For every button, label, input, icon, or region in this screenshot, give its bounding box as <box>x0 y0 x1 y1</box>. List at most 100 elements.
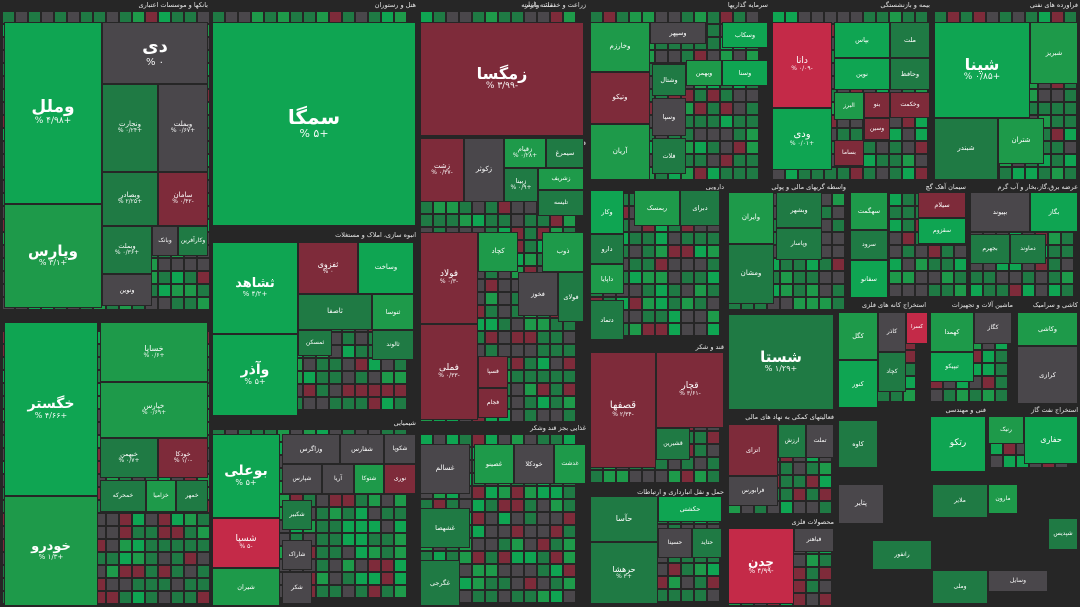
stock-tile[interactable]: قچار -۳/۶۱ % <box>656 352 724 428</box>
stock-tile[interactable]: بگاز <box>1030 192 1078 232</box>
stock-tile[interactable]: زقیام +۰/۲۸ % <box>504 138 546 168</box>
stock-tile[interactable]: سهگمت <box>850 192 888 230</box>
stock-tile[interactable]: وزاگرس <box>282 434 340 464</box>
stock-tile[interactable]: حفاری <box>1024 416 1078 464</box>
stock-tile[interactable]: شفارس <box>340 434 384 464</box>
stock-tile[interactable]: فملی -۰/۳۳ % <box>420 324 478 420</box>
stock-tile[interactable]: دارو <box>590 234 624 264</box>
stock-tile[interactable]: سقزوم <box>918 218 966 244</box>
stock-tile[interactable]: آریان <box>590 124 650 180</box>
stock-tile[interactable]: وسکاب <box>722 22 768 48</box>
stock-tile[interactable]: پتایر <box>838 484 884 524</box>
stock-tile[interactable]: شبریز <box>1030 22 1078 84</box>
stock-tile[interactable]: زشت -۰/۳۷ % <box>420 138 464 202</box>
stock-tile[interactable]: خودکلا <box>514 444 554 484</box>
stock-tile[interactable]: خمهر <box>176 480 208 512</box>
stock-tile[interactable]: وملل +۴/۹۸ % <box>4 22 102 204</box>
stock-tile[interactable]: بنو <box>864 92 890 118</box>
stock-tile[interactable]: سفانو <box>850 260 888 298</box>
stock-tile[interactable]: حرهشا +۳ % <box>590 542 658 604</box>
stock-tile[interactable]: شیران <box>212 568 280 606</box>
stock-tile[interactable]: وخکمت <box>890 92 930 118</box>
stock-tile[interactable]: قشیرین <box>656 428 690 460</box>
stock-tile[interactable]: تملت <box>806 424 834 458</box>
stock-tile[interactable]: سرود <box>850 230 888 260</box>
stock-tile[interactable]: وشتال <box>652 64 686 96</box>
stock-tile[interactable]: شتران <box>998 118 1044 164</box>
stock-tile[interactable]: فباهنر <box>794 528 834 552</box>
stock-tile[interactable]: سیمرغ <box>546 138 584 168</box>
stock-tile[interactable]: خبهمن +۰/۷ % <box>100 438 158 478</box>
stock-tile[interactable]: بساما <box>834 140 864 166</box>
stock-tile[interactable]: کچاد <box>478 232 518 272</box>
stock-tile[interactable]: شکوپا <box>384 434 416 464</box>
stock-tile[interactable]: سیلام <box>918 192 966 218</box>
stock-tile[interactable]: دماوند <box>1010 234 1046 264</box>
stock-tile[interactable]: تیپیکو <box>930 352 974 382</box>
stock-tile[interactable]: وسنا <box>722 60 768 86</box>
stock-tile[interactable]: غصینو <box>474 444 514 484</box>
stock-tile[interactable]: وسایل <box>988 570 1048 592</box>
stock-tile[interactable]: فسپا <box>478 356 508 388</box>
stock-tile[interactable]: شبندر <box>934 118 998 180</box>
stock-tile[interactable]: وآذر +۵ % <box>212 334 298 416</box>
stock-tile[interactable]: قصفها -۲/۳۴ % <box>590 352 656 468</box>
stock-tile[interactable]: بپاس <box>834 22 890 58</box>
stock-tile[interactable]: خودکا -۱/۰ % <box>158 438 208 478</box>
stock-tile[interactable]: وپاسار <box>776 228 822 260</box>
stock-tile[interactable]: کگل <box>838 312 878 360</box>
stock-tile[interactable]: غشهصا <box>420 508 470 548</box>
stock-tile[interactable]: غگرجی <box>420 560 460 606</box>
stock-tile[interactable]: وخارزم <box>590 22 650 72</box>
stock-tile[interactable]: وسین <box>864 118 890 140</box>
stock-tile[interactable]: وساخت <box>358 242 414 294</box>
stock-tile[interactable]: ملایر <box>932 484 988 518</box>
stock-tile[interactable]: وکار <box>590 190 624 234</box>
stock-tile[interactable]: ثمسکن <box>298 330 332 356</box>
stock-tile[interactable]: شکر <box>282 572 312 604</box>
stock-tile[interactable]: وسپا <box>652 98 686 136</box>
stock-tile[interactable]: ثفزوی ۰ % <box>298 242 358 294</box>
stock-tile[interactable]: بجهرم <box>970 234 1010 264</box>
stock-tile[interactable]: کاوه <box>838 420 878 468</box>
stock-tile[interactable]: وبصادر +۲/۲۵ % <box>102 172 158 226</box>
stock-tile[interactable]: چدن -۴/۹۹ % <box>728 528 794 604</box>
stock-tile[interactable]: کهمدا <box>930 312 974 352</box>
stock-tile[interactable]: البرز <box>834 92 864 120</box>
stock-tile[interactable]: سمگا +۵ % <box>212 22 416 226</box>
stock-tile[interactable]: ارزش <box>778 424 806 458</box>
stock-tile[interactable]: حسینا <box>658 528 692 558</box>
stock-tile[interactable]: وبشهر <box>776 192 822 228</box>
stock-tile[interactable]: وسپهر <box>650 22 706 44</box>
stock-tile[interactable]: کنور <box>838 360 878 408</box>
stock-tile[interactable]: دبرای <box>680 190 720 226</box>
stock-tile[interactable]: فولای <box>558 272 584 322</box>
stock-tile[interactable]: نوری <box>384 464 416 494</box>
stock-tile[interactable]: خپارس +۰/۶۹ % <box>100 382 208 438</box>
stock-tile[interactable]: شستا +۱/۲۹ % <box>728 314 834 410</box>
stock-tile[interactable]: فخوز <box>518 272 558 316</box>
stock-tile[interactable]: تلیسه <box>538 190 584 216</box>
stock-tile[interactable]: خساپا +۰/۶ % <box>100 322 208 382</box>
stock-tile[interactable]: وکارآفرین <box>178 226 208 256</box>
stock-tile[interactable]: بوعلی +۵ % <box>212 434 280 518</box>
stock-tile[interactable]: ونجارت +۰/۲۴ % <box>102 84 158 172</box>
stock-tile[interactable]: زبینا +۰/۹ % <box>504 168 538 202</box>
stock-tile[interactable]: شپارس <box>282 464 322 494</box>
stock-tile[interactable]: دی ۰ % <box>102 22 208 84</box>
stock-tile[interactable]: زکوثر <box>464 138 504 202</box>
stock-tile[interactable]: بپیوند <box>970 192 1030 232</box>
stock-tile[interactable]: نوین <box>834 58 890 90</box>
stock-tile[interactable]: دتماد <box>590 300 624 340</box>
stock-tile[interactable]: شپنا +۰/۸۵ % <box>934 22 1030 118</box>
stock-tile[interactable]: ثالوند <box>372 330 414 360</box>
stock-tile[interactable]: ذوب <box>542 232 584 272</box>
stock-tile[interactable]: رانفور <box>872 540 932 570</box>
stock-tile[interactable]: غدشت <box>554 444 586 484</box>
stock-tile[interactable]: ثنوسا <box>372 294 414 330</box>
stock-tile[interactable]: ملت <box>890 22 930 58</box>
stock-tile[interactable]: وتیکو <box>590 72 650 124</box>
stock-tile[interactable]: وبملت +۰/۳۶ % <box>102 226 152 274</box>
stock-tile[interactable]: کرازی <box>1017 346 1078 404</box>
stock-tile[interactable]: ثشاهد +۴/۲ % <box>212 242 298 334</box>
